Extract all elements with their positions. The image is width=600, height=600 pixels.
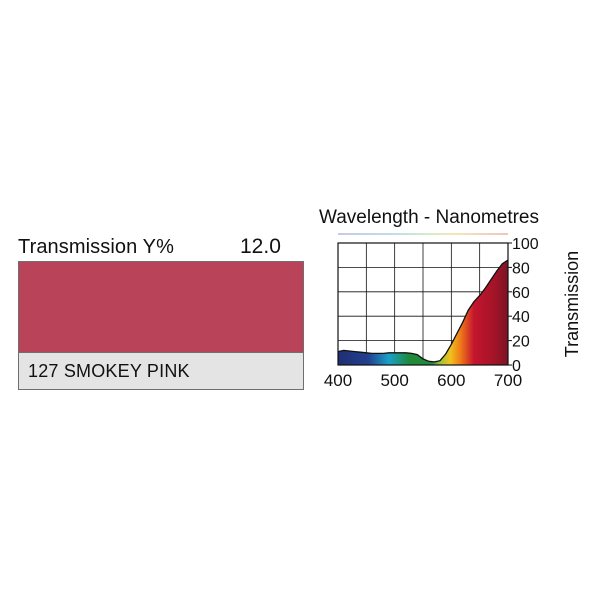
transmission-value: 12.0 [240, 235, 281, 258]
filter-name-bar: 127 SMOKEY PINK [18, 352, 304, 390]
y-axis-label: Transmission [562, 251, 582, 357]
transmission-line [337, 259, 509, 363]
transmission-label: Transmission Y% [18, 236, 174, 258]
x-tick-label: 600 [437, 371, 465, 390]
transmission-chart: Wavelength - Nanometres 400 500 600 700 0 20… [319, 207, 582, 390]
y-tick-labels: 0 20 40 60 80 100 [508, 236, 539, 375]
y-tick-label: 40 [512, 309, 530, 326]
y-tick-label: 20 [512, 334, 530, 351]
x-tick-label: 500 [380, 371, 408, 390]
color-swatch [18, 261, 304, 353]
spectrum-strip [338, 233, 508, 235]
filter-name: 127 SMOKEY PINK [28, 361, 190, 381]
y-tick-label: 0 [512, 358, 521, 375]
x-tick-label: 400 [324, 371, 352, 390]
y-tick-label: 100 [512, 236, 539, 253]
x-tick-label: 700 [494, 371, 522, 390]
y-tick-label: 80 [512, 260, 530, 277]
x-tick-labels: 400 500 600 700 [324, 371, 522, 390]
transmission-area [338, 260, 508, 365]
chart-title: Wavelength - Nanometres [319, 207, 539, 228]
y-tick-label: 60 [512, 285, 530, 302]
plot-frame [337, 242, 509, 366]
